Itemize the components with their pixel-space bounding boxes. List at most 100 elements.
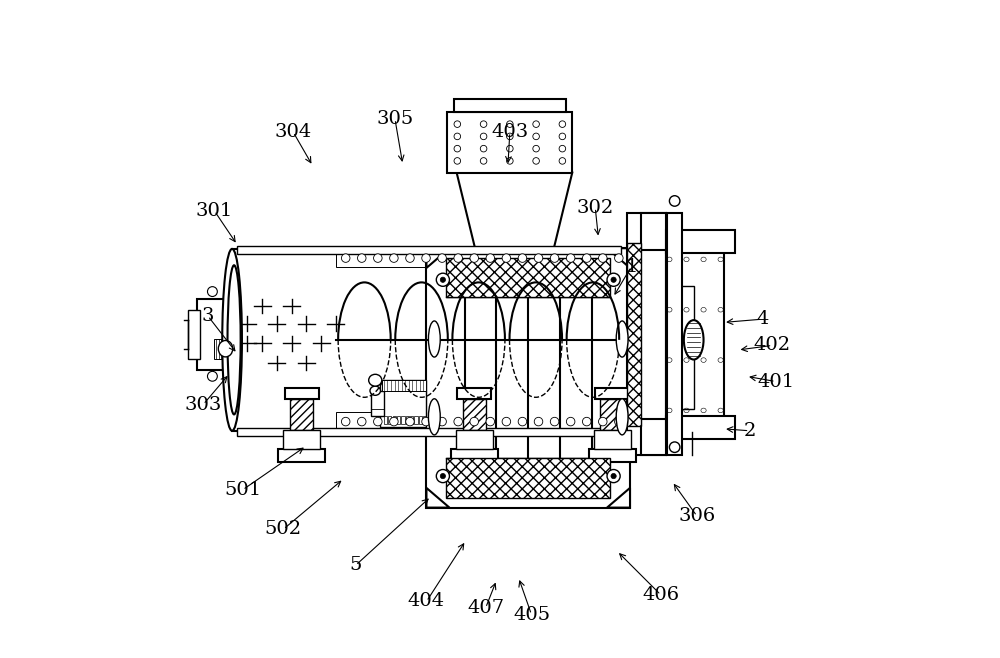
Polygon shape — [607, 248, 630, 268]
Text: 305: 305 — [376, 110, 414, 128]
Bar — [188, 310, 200, 359]
Text: 306: 306 — [678, 507, 716, 525]
Ellipse shape — [207, 371, 217, 381]
Polygon shape — [607, 488, 630, 507]
Ellipse shape — [369, 374, 382, 386]
Text: 405: 405 — [513, 605, 550, 624]
Ellipse shape — [669, 195, 680, 206]
Ellipse shape — [428, 399, 440, 435]
Bar — [401, 417, 405, 424]
Bar — [595, 388, 629, 399]
Ellipse shape — [228, 265, 241, 415]
Polygon shape — [426, 488, 449, 507]
Text: 303: 303 — [185, 395, 222, 413]
Ellipse shape — [486, 254, 495, 263]
Ellipse shape — [406, 417, 414, 426]
Ellipse shape — [428, 321, 440, 357]
Text: 404: 404 — [408, 592, 445, 611]
Bar — [388, 417, 391, 424]
Ellipse shape — [454, 417, 462, 426]
Bar — [285, 388, 319, 399]
Ellipse shape — [207, 287, 217, 297]
Bar — [600, 399, 623, 430]
Ellipse shape — [406, 254, 414, 263]
Ellipse shape — [218, 340, 233, 357]
Ellipse shape — [566, 417, 575, 426]
Bar — [641, 419, 666, 455]
Ellipse shape — [440, 474, 446, 479]
Ellipse shape — [611, 277, 616, 282]
Bar — [237, 246, 621, 254]
Bar — [406, 417, 409, 424]
Bar — [423, 417, 426, 424]
Bar — [666, 416, 735, 439]
Ellipse shape — [566, 254, 575, 263]
Ellipse shape — [599, 254, 607, 263]
Ellipse shape — [550, 254, 559, 263]
Bar — [451, 449, 498, 462]
Ellipse shape — [616, 321, 628, 357]
Ellipse shape — [611, 474, 616, 479]
Polygon shape — [457, 173, 572, 248]
Polygon shape — [426, 248, 449, 268]
Ellipse shape — [616, 399, 628, 435]
Bar — [446, 258, 610, 297]
Bar — [397, 417, 400, 424]
Bar — [641, 213, 666, 249]
Ellipse shape — [486, 417, 495, 426]
Bar — [463, 399, 486, 430]
Ellipse shape — [470, 417, 479, 426]
Ellipse shape — [518, 417, 527, 426]
Bar — [666, 230, 735, 253]
Bar — [214, 339, 234, 359]
Bar — [336, 249, 625, 267]
Text: 1: 1 — [625, 258, 638, 276]
Bar — [336, 413, 625, 431]
Ellipse shape — [502, 417, 511, 426]
Bar — [197, 299, 237, 370]
Bar — [681, 286, 694, 409]
Bar — [393, 417, 396, 424]
Bar — [446, 459, 610, 497]
Ellipse shape — [454, 254, 462, 263]
Bar — [454, 99, 566, 113]
Ellipse shape — [582, 417, 591, 426]
Ellipse shape — [341, 254, 350, 263]
Text: 407: 407 — [467, 599, 504, 617]
Ellipse shape — [357, 254, 366, 263]
Ellipse shape — [390, 254, 398, 263]
Ellipse shape — [422, 254, 430, 263]
Ellipse shape — [669, 442, 680, 453]
Ellipse shape — [436, 470, 449, 483]
Bar — [382, 380, 426, 392]
Ellipse shape — [436, 273, 449, 286]
Text: 304: 304 — [275, 123, 312, 141]
Bar — [594, 430, 631, 449]
Ellipse shape — [518, 254, 527, 263]
Ellipse shape — [582, 254, 591, 263]
Text: 401: 401 — [757, 372, 794, 391]
Ellipse shape — [222, 249, 242, 431]
Bar — [589, 449, 636, 462]
Text: 3: 3 — [202, 307, 214, 325]
Text: 402: 402 — [754, 336, 791, 355]
Text: 2: 2 — [743, 422, 756, 440]
Bar — [384, 417, 387, 424]
Ellipse shape — [357, 417, 366, 426]
Ellipse shape — [607, 470, 620, 483]
Ellipse shape — [615, 254, 623, 263]
Text: 501: 501 — [224, 481, 261, 499]
Ellipse shape — [390, 417, 398, 426]
Ellipse shape — [550, 417, 559, 426]
Ellipse shape — [438, 417, 446, 426]
Bar — [627, 243, 641, 426]
Bar — [426, 248, 630, 507]
Bar — [414, 417, 418, 424]
Ellipse shape — [534, 254, 543, 263]
Bar — [371, 391, 384, 416]
Bar — [290, 399, 313, 430]
Text: 302: 302 — [577, 199, 614, 216]
Bar — [457, 388, 491, 399]
Bar — [456, 430, 493, 449]
Bar — [447, 113, 572, 173]
